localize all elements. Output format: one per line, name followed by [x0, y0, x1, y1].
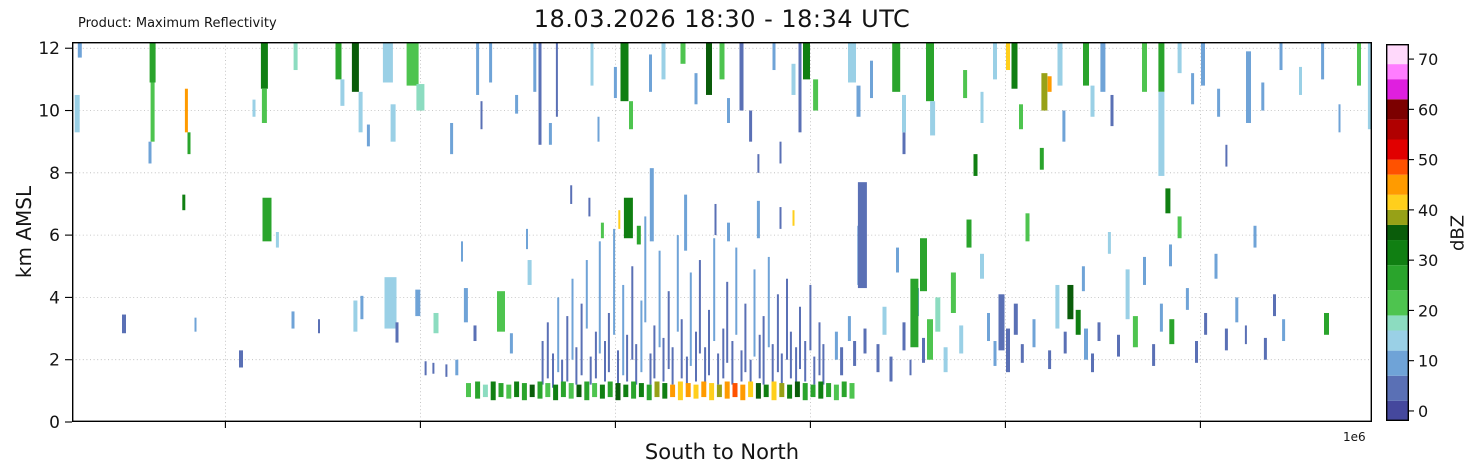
colorbar-tick-label: 50 [1418, 151, 1438, 170]
plot-border [71, 41, 1372, 423]
y-tick-label: 8 [49, 164, 60, 184]
colorbar-bands [1386, 44, 1409, 421]
gridlines: 0 2 4 6 8 10 12 [38, 39, 1372, 433]
product-label: Product: Maximum Reflectivity [78, 16, 277, 31]
colorbar-tick-label: 60 [1418, 100, 1438, 119]
chart-title: 18.03.2026 18:30 - 18:34 UTC [533, 5, 911, 33]
colorbar-label: dBZ [1447, 214, 1469, 252]
y-axis-label: km AMSL [12, 185, 36, 279]
colorbar-tick-label: 30 [1418, 251, 1438, 270]
y-tick-label: 2 [49, 351, 60, 371]
colorbar-tick-label: 40 [1418, 201, 1438, 220]
y-tick-label: 6 [49, 226, 60, 246]
y-tick-label: 4 [49, 288, 60, 308]
echo-segments [74, 42, 1371, 401]
y-tick-label: 10 [38, 102, 60, 122]
colorbar-border [1385, 43, 1410, 422]
y-tick-label: 0 [49, 413, 60, 433]
colorbar-tick-label: 20 [1418, 301, 1438, 320]
colorbar-tick-label: 70 [1418, 50, 1438, 69]
y-tick-label: 12 [38, 39, 60, 59]
reflectivity-plot: 0 2 4 6 8 10 12 [38, 39, 1372, 433]
x-axis-label: South to North [644, 440, 800, 464]
colorbar-tick-label: 10 [1418, 352, 1438, 371]
x-axis-offset-label: 1e6 [1343, 430, 1366, 444]
colorbar: 0 10 20 30 40 50 60 70 [1385, 43, 1438, 422]
colorbar-tick-label: 0 [1418, 402, 1428, 421]
